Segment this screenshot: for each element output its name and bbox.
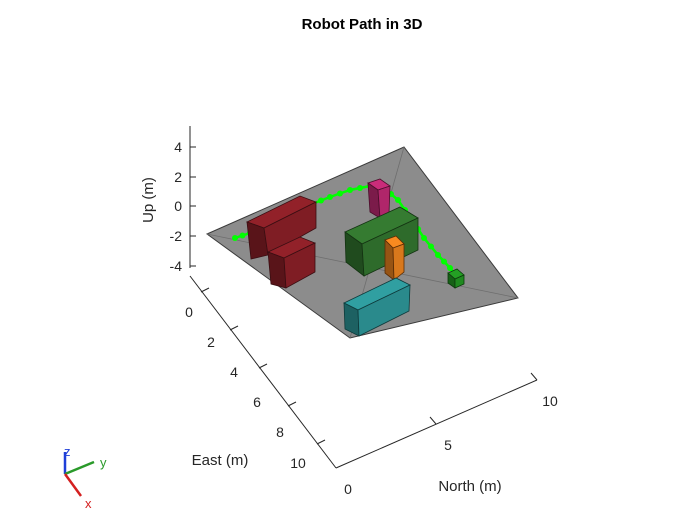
z-tick-label: 4	[174, 139, 182, 155]
path-point	[318, 197, 324, 204]
north-tick-label: 0	[344, 481, 352, 497]
path-point	[357, 185, 363, 191]
triad-x-label: x	[85, 496, 92, 511]
path-point	[347, 187, 353, 193]
triad-y-arrow	[64, 460, 95, 476]
path-point	[232, 235, 238, 241]
north-tick-label: 10	[542, 393, 558, 409]
east-axis-label: East (m)	[192, 452, 249, 469]
axes-triad: z y x	[63, 444, 107, 511]
east-tick-mark	[316, 439, 326, 445]
north-tick-labels: 0 5 10	[344, 393, 558, 497]
obstacle-red-2	[266, 236, 316, 289]
goal-cube	[447, 268, 465, 289]
obstacle-face	[357, 284, 411, 337]
path-point	[327, 194, 333, 200]
z-tick-label: -4	[170, 258, 183, 274]
path-point	[447, 265, 453, 271]
chart-title: Robot Path in 3D	[302, 16, 423, 33]
east-tick-label: 4	[230, 364, 238, 380]
triad-x-arrow	[63, 473, 83, 497]
east-tick-mark	[200, 287, 210, 293]
triad-z-label: z	[64, 444, 71, 459]
triad-y-label: y	[100, 455, 107, 470]
obstacle-teal	[343, 277, 411, 337]
path-point	[239, 232, 246, 239]
z-tick-labels: 4 2 0 -2 -4	[170, 139, 183, 274]
east-tick-label: 8	[276, 424, 284, 440]
obstacle-face	[454, 274, 465, 289]
path-point	[435, 252, 441, 258]
z-tick-label: 0	[174, 198, 182, 214]
obstacle-red-1	[245, 195, 317, 260]
obstacle-face	[263, 201, 317, 256]
path-point	[395, 197, 401, 203]
east-tick-label: 0	[185, 304, 193, 320]
north-tick-label: 5	[444, 437, 452, 453]
north-tick-mark	[530, 372, 538, 381]
z-tick-label: 2	[174, 169, 182, 185]
path-point	[441, 258, 447, 265]
north-axis-line	[335, 379, 538, 469]
east-tick-labels: 0 2 4 6 8 10	[185, 304, 306, 471]
north-axis-label: North (m)	[438, 478, 501, 495]
z-axis-label: Up (m)	[140, 177, 157, 223]
path-point	[428, 243, 434, 250]
east-tick-mark	[229, 325, 239, 331]
east-tick-label: 10	[290, 455, 306, 471]
z-tick-label: -2	[170, 228, 183, 244]
east-tick-label: 2	[207, 334, 215, 350]
east-tick-label: 6	[253, 394, 261, 410]
path-point	[337, 190, 343, 197]
obstacle-face	[283, 242, 316, 289]
obstacle-magenta	[367, 178, 391, 219]
obstacles	[245, 178, 465, 337]
path-point	[421, 235, 427, 241]
obstacle-orange	[384, 235, 405, 281]
east-tick-mark	[287, 401, 297, 407]
obstacle-face	[392, 243, 405, 281]
east-axis-line	[189, 275, 337, 469]
axes	[189, 126, 538, 469]
east-tick-mark	[258, 363, 268, 369]
obstacle-face	[267, 251, 287, 289]
north-tick-mark	[429, 416, 437, 425]
